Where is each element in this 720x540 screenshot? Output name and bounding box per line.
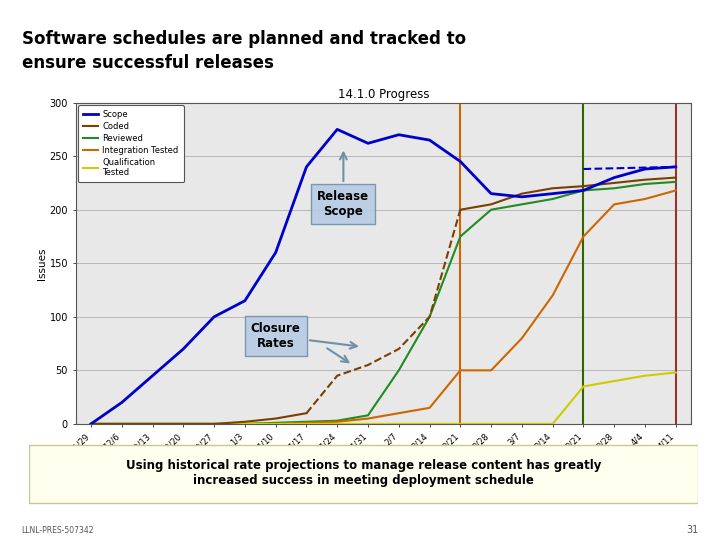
Text: NIF: NIF bbox=[606, 23, 650, 47]
Text: Using historical rate projections to manage release content has greatly
increase: Using historical rate projections to man… bbox=[126, 458, 601, 487]
Text: Closure
Rates: Closure Rates bbox=[251, 322, 357, 350]
Text: LLNL-PRES-507342: LLNL-PRES-507342 bbox=[22, 525, 94, 535]
Legend: Scope, Coded, Reviewed, Integration Tested, Qualification
Tested: Scope, Coded, Reviewed, Integration Test… bbox=[78, 105, 184, 182]
Text: Software schedules are planned and tracked to: Software schedules are planned and track… bbox=[22, 30, 466, 48]
Title: 14.1.0 Progress: 14.1.0 Progress bbox=[338, 89, 429, 102]
Y-axis label: Issues: Issues bbox=[37, 247, 47, 280]
FancyBboxPatch shape bbox=[30, 444, 698, 503]
Text: 31: 31 bbox=[686, 524, 698, 535]
Text: Release
Scope: Release Scope bbox=[318, 153, 369, 218]
Text: ensure successful releases: ensure successful releases bbox=[22, 54, 274, 72]
